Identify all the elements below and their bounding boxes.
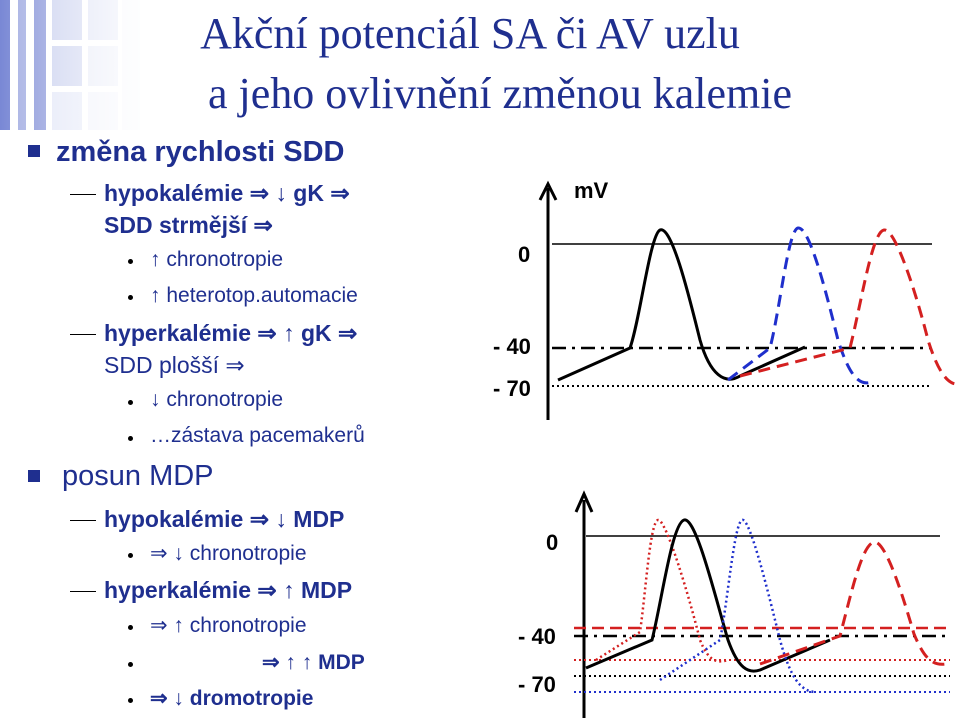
slide-title-line1: Akční potenciál SA či AV uzlu	[200, 9, 740, 58]
dot-icon	[128, 698, 133, 703]
bullet-sdd-speed: změna rychlosti SDD	[56, 136, 345, 168]
decorative-grid	[0, 0, 140, 130]
diagram1-minus40-label: - 40	[493, 334, 531, 359]
diagram1-zero-label: 0	[518, 242, 531, 267]
dot-icon	[128, 662, 133, 667]
item-dromotropy-down: ⇒ ↓ dromotropie	[150, 687, 314, 710]
diagram1-unit-label: mV	[574, 178, 609, 203]
sub-hyperkalemia-gk: hyperkalémie ⇒ ↑ gK ⇒	[70, 320, 357, 347]
dot-icon	[128, 436, 133, 441]
dot-icon	[128, 625, 133, 630]
dot-icon	[128, 295, 133, 300]
bullet-square-icon	[28, 470, 40, 482]
dash-icon	[70, 520, 96, 522]
sub-sdd-steeper: SDD strmější ⇒	[104, 212, 273, 238]
slide-title-line2: a jeho ovlivnění změnou kalemie	[207, 69, 793, 118]
dash-icon	[70, 194, 96, 196]
bullet-square-icon	[28, 145, 40, 157]
item-heterotop-automacie: ↑ heterotop.automacie	[150, 284, 358, 307]
dash-icon	[70, 591, 96, 593]
dash-icon	[70, 334, 96, 336]
dot-icon	[128, 400, 133, 405]
sub-hypokalemia-mdp: hypokalémie ⇒ ↓ MDP	[70, 506, 344, 533]
item-chronotropy-up: ↑ chronotropie	[150, 248, 284, 271]
item-hyper-chronotropy: ⇒ ↑ chronotropie	[150, 614, 307, 637]
diagram2-red-dashed-ap	[759, 540, 947, 666]
bullet-mdp-shift: posun MDP	[62, 460, 214, 492]
dot-icon	[128, 259, 133, 264]
diagram2-arrow-icon	[574, 490, 594, 513]
diagram2-hypokalemia-ap	[659, 518, 817, 694]
dot-icon	[128, 553, 133, 558]
sub-hypokalemia-gk: hypokalémie ⇒ ↓ gK ⇒	[70, 180, 350, 207]
item-hypo-chronotropy: ⇒ ↓ chronotropie	[150, 542, 307, 565]
diagram1-normal-ap	[557, 228, 806, 382]
sub-sdd-flatter: SDD plošší ⇒	[104, 352, 245, 378]
item-hyper-mdp: ⇒ ↑ ↑ MDP	[262, 651, 365, 674]
diagram1-hypokalemia-ap	[727, 226, 873, 385]
sub-hyperkalemia-mdp: hyperkalémie ⇒ ↑ MDP	[70, 577, 352, 604]
diagram2-normal-ap	[585, 518, 831, 673]
diagram2-minus40-label: - 40	[518, 624, 556, 649]
diagram1-minus70-label: - 70	[493, 376, 531, 401]
diagram1-hyperkalemia-ap	[739, 228, 959, 386]
diagram2-minus70-label: - 70	[518, 672, 556, 697]
item-pacemaker-stop: …zástava pacemakerů	[150, 424, 365, 447]
item-chronotropy-down: ↓ chronotropie	[150, 388, 284, 411]
diagram2-hyperkalemia-ap	[595, 518, 729, 663]
diagram2-zero-label: 0	[546, 530, 559, 555]
diagram1-arrow-icon	[538, 180, 558, 201]
